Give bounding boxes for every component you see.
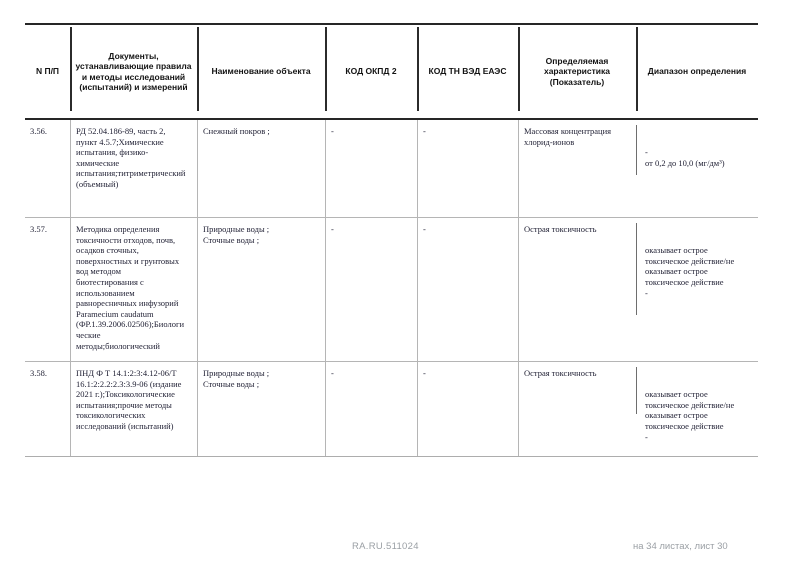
accreditation-scope-table: N П/П Документы, устанавливающие правила… xyxy=(25,23,758,457)
header-cell-characteristic: Определяемая характеристика (Показатель) xyxy=(518,25,636,118)
table-row: 3.58. ПНД Ф Т 14.1:2:3:4.12-06/Т 16.1:2:… xyxy=(25,361,758,456)
sheet-counter: на 34 листах, лист 30 xyxy=(633,541,728,552)
cell-tnved-code: - xyxy=(417,218,518,361)
cell-characteristic: Острая токсичность xyxy=(518,218,636,361)
table-row: 3.56. РД 52.04.186-89, часть 2, пункт 4.… xyxy=(25,120,758,217)
cell-row-number: 3.56. xyxy=(30,126,47,136)
cell-documents: ПНД Ф Т 14.1:2:3:4.12-06/Т 16.1:2:2.2:2.… xyxy=(70,362,197,456)
cell-object-name: Природные воды ; Сточные воды ; xyxy=(197,362,325,456)
header-cell-range: Диапазон определения xyxy=(636,25,758,118)
cell-row-number: 3.58. xyxy=(30,368,47,378)
header-cell-number: N П/П xyxy=(35,66,60,77)
cell-object-name: Снежный покров ; xyxy=(197,120,325,217)
header-cell-documents: Документы, устанавливающие правила и мет… xyxy=(70,25,197,118)
table-header-row: N П/П Документы, устанавливающие правила… xyxy=(25,23,758,120)
cell-range: - от 0,2 до 10,0 (мг/дм³) xyxy=(636,120,758,217)
cell-tnved-code: - xyxy=(417,120,518,217)
cell-okpd2-code: - xyxy=(325,218,417,361)
range-cell-divider xyxy=(636,367,637,414)
range-value: - от 0,2 до 10,0 (мг/дм³) xyxy=(645,147,725,168)
cell-range: оказывает острое токсическое действие/не… xyxy=(636,218,758,361)
cell-characteristic: Массовая концентрация хлорид-ионов xyxy=(518,120,636,217)
range-cell-divider xyxy=(636,125,637,175)
range-value: оказывает острое токсическое действие/не… xyxy=(645,389,735,442)
cell-row-number: 3.57. xyxy=(30,224,47,234)
header-cell-object-name: Наименование объекта xyxy=(197,25,325,118)
cell-characteristic: Острая токсичность xyxy=(518,362,636,456)
header-cell-okpd2-code: КОД ОКПД 2 xyxy=(325,25,417,118)
cell-tnved-code: - xyxy=(417,362,518,456)
range-cell-divider xyxy=(636,223,637,315)
cell-documents: Методика определения токсичности отходов… xyxy=(70,218,197,361)
table-body: 3.56. РД 52.04.186-89, часть 2, пункт 4.… xyxy=(25,120,758,457)
cell-object-name: Природные воды ; Сточные воды ; xyxy=(197,218,325,361)
registry-number: RA.RU.511024 xyxy=(352,541,419,552)
header-cell-tnved-code: КОД ТН ВЭД ЕАЭС xyxy=(417,25,518,118)
cell-documents: РД 52.04.186-89, часть 2, пункт 4.5.7;Хи… xyxy=(70,120,197,217)
cell-okpd2-code: - xyxy=(325,120,417,217)
table-row: 3.57. Методика определения токсичности о… xyxy=(25,217,758,361)
cell-okpd2-code: - xyxy=(325,362,417,456)
cell-range: оказывает острое токсическое действие/не… xyxy=(636,362,758,456)
range-value: оказывает острое токсическое действие/не… xyxy=(645,245,735,298)
